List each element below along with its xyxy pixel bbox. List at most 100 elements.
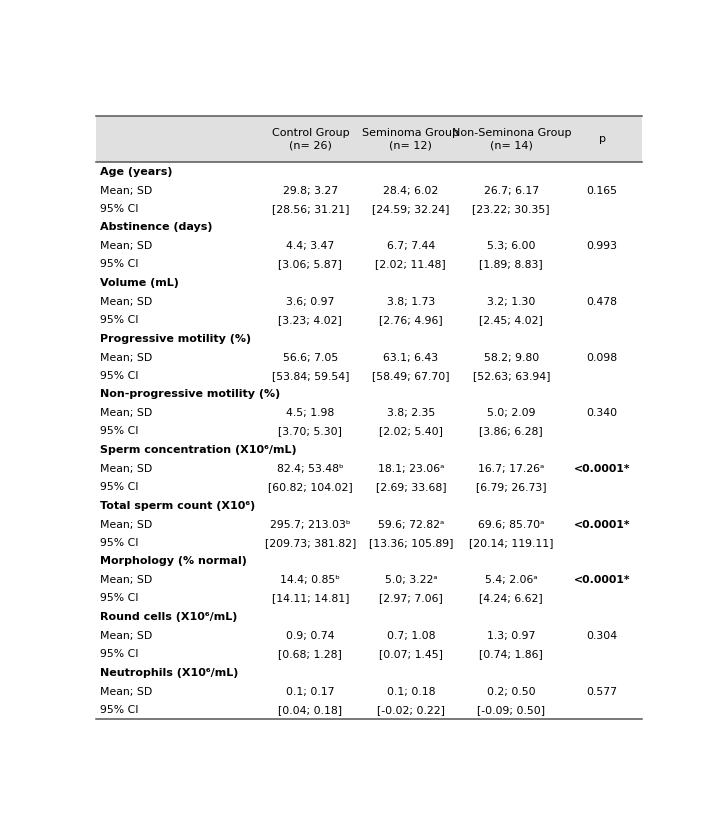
Text: [6.79; 26.73]: [6.79; 26.73] (476, 482, 546, 492)
Text: 0.340: 0.340 (587, 408, 618, 419)
Text: 0.304: 0.304 (587, 631, 618, 641)
Text: [1.89; 8.83]: [1.89; 8.83] (480, 259, 543, 269)
Text: Mean; SD: Mean; SD (100, 408, 153, 419)
Text: Mean; SD: Mean; SD (100, 686, 153, 697)
Text: 3.2; 1.30: 3.2; 1.30 (487, 297, 536, 307)
Text: 18.1; 23.06ᵃ: 18.1; 23.06ᵃ (378, 463, 444, 474)
Text: [2.02; 11.48]: [2.02; 11.48] (375, 259, 446, 269)
Text: 4.4; 3.47: 4.4; 3.47 (287, 242, 335, 251)
Text: <0.0001*: <0.0001* (574, 463, 631, 474)
Text: 95% CI: 95% CI (100, 593, 138, 603)
Text: [14.11; 14.81]: [14.11; 14.81] (271, 593, 349, 603)
Text: 95% CI: 95% CI (100, 705, 138, 715)
Text: Mean; SD: Mean; SD (100, 520, 153, 530)
Text: 295.7; 213.03ᵇ: 295.7; 213.03ᵇ (270, 520, 351, 530)
Text: [2.02; 5.40]: [2.02; 5.40] (379, 426, 443, 437)
Text: [3.86; 6.28]: [3.86; 6.28] (480, 426, 543, 437)
Text: Progressive motility (%): Progressive motility (%) (100, 334, 251, 344)
Text: [0.07; 1.45]: [0.07; 1.45] (379, 649, 443, 659)
Text: [2.97; 7.06]: [2.97; 7.06] (379, 593, 443, 603)
Text: Neutrophils (X10⁶/mL): Neutrophils (X10⁶/mL) (100, 667, 238, 678)
Text: 5.0; 2.09: 5.0; 2.09 (487, 408, 536, 419)
Text: [2.69; 33.68]: [2.69; 33.68] (376, 482, 446, 492)
Text: [2.45; 4.02]: [2.45; 4.02] (480, 315, 543, 325)
Text: [28.56; 31.21]: [28.56; 31.21] (271, 204, 349, 214)
Text: [3.70; 5.30]: [3.70; 5.30] (279, 426, 343, 437)
Text: 56.6; 7.05: 56.6; 7.05 (283, 353, 338, 362)
Text: 6.7; 7.44: 6.7; 7.44 (387, 242, 435, 251)
Text: Mean; SD: Mean; SD (100, 463, 153, 474)
Text: [13.36; 105.89]: [13.36; 105.89] (369, 538, 453, 548)
Text: Round cells (X10⁶/mL): Round cells (X10⁶/mL) (100, 612, 238, 622)
Text: [23.22; 30.35]: [23.22; 30.35] (472, 204, 550, 214)
Text: 16.7; 17.26ᵃ: 16.7; 17.26ᵃ (478, 463, 544, 474)
Text: 0.098: 0.098 (587, 353, 618, 362)
Text: [4.24; 6.62]: [4.24; 6.62] (480, 593, 543, 603)
Text: Non-Seminona Group
(n= 14): Non-Seminona Group (n= 14) (451, 127, 571, 150)
Text: Mean; SD: Mean; SD (100, 297, 153, 307)
Text: 3.6; 0.97: 3.6; 0.97 (287, 297, 335, 307)
Text: 3.8; 1.73: 3.8; 1.73 (387, 297, 435, 307)
Text: 63.1; 6.43: 63.1; 6.43 (383, 353, 438, 362)
Text: 5.0; 3.22ᵃ: 5.0; 3.22ᵃ (384, 575, 437, 585)
Text: 95% CI: 95% CI (100, 370, 138, 381)
Text: [52.63; 63.94]: [52.63; 63.94] (472, 370, 550, 381)
Text: 0.1; 0.17: 0.1; 0.17 (286, 686, 335, 697)
Text: <0.0001*: <0.0001* (574, 520, 631, 530)
Text: 95% CI: 95% CI (100, 649, 138, 659)
Text: 58.2; 9.80: 58.2; 9.80 (484, 353, 539, 362)
Text: [24.59; 32.24]: [24.59; 32.24] (372, 204, 449, 214)
Text: 0.1; 0.18: 0.1; 0.18 (387, 686, 435, 697)
Text: Mean; SD: Mean; SD (100, 575, 153, 585)
Text: 0.2; 0.50: 0.2; 0.50 (487, 686, 536, 697)
Text: Seminoma Group
(n= 12): Seminoma Group (n= 12) (362, 127, 459, 150)
Text: Volume (mL): Volume (mL) (100, 278, 179, 288)
Text: [53.84; 59.54]: [53.84; 59.54] (271, 370, 349, 381)
Text: [20.14; 119.11]: [20.14; 119.11] (469, 538, 554, 548)
Text: 4.5; 1.98: 4.5; 1.98 (287, 408, 335, 419)
Text: Mean; SD: Mean; SD (100, 185, 153, 196)
Text: Mean; SD: Mean; SD (100, 631, 153, 641)
Text: 5.3; 6.00: 5.3; 6.00 (487, 242, 536, 251)
Text: [3.06; 5.87]: [3.06; 5.87] (279, 259, 342, 269)
Text: 28.4; 6.02: 28.4; 6.02 (383, 185, 438, 196)
Text: <0.0001*: <0.0001* (574, 575, 631, 585)
Text: [209.73; 381.82]: [209.73; 381.82] (265, 538, 356, 548)
Text: Sperm concentration (X10⁶/mL): Sperm concentration (X10⁶/mL) (100, 445, 297, 455)
Text: 5.4; 2.06ᵃ: 5.4; 2.06ᵃ (485, 575, 538, 585)
Text: 0.165: 0.165 (587, 185, 618, 196)
Text: 26.7; 6.17: 26.7; 6.17 (484, 185, 539, 196)
Text: Morphology (% normal): Morphology (% normal) (100, 557, 247, 566)
Text: 59.6; 72.82ᵃ: 59.6; 72.82ᵃ (378, 520, 444, 530)
Text: Mean; SD: Mean; SD (100, 353, 153, 362)
Text: 95% CI: 95% CI (100, 259, 138, 269)
Text: 0.478: 0.478 (587, 297, 618, 307)
Text: [3.23; 4.02]: [3.23; 4.02] (279, 315, 342, 325)
Text: Age (years): Age (years) (100, 166, 173, 177)
Text: 0.9; 0.74: 0.9; 0.74 (286, 631, 335, 641)
Text: 3.8; 2.35: 3.8; 2.35 (387, 408, 435, 419)
Text: 0.993: 0.993 (587, 242, 618, 251)
Text: 95% CI: 95% CI (100, 482, 138, 492)
Text: 0.577: 0.577 (587, 686, 618, 697)
Text: Control Group
(n= 26): Control Group (n= 26) (271, 127, 349, 150)
Text: 95% CI: 95% CI (100, 538, 138, 548)
Text: [0.04; 0.18]: [0.04; 0.18] (279, 705, 343, 715)
Text: 14.4; 0.85ᵇ: 14.4; 0.85ᵇ (281, 575, 341, 585)
Text: 95% CI: 95% CI (100, 204, 138, 214)
Text: 29.8; 3.27: 29.8; 3.27 (283, 185, 338, 196)
Text: 0.7; 1.08: 0.7; 1.08 (387, 631, 435, 641)
Text: [0.68; 1.28]: [0.68; 1.28] (279, 649, 342, 659)
Text: p: p (599, 134, 606, 144)
Text: 95% CI: 95% CI (100, 426, 138, 437)
Text: 82.4; 53.48ᵇ: 82.4; 53.48ᵇ (277, 463, 343, 474)
Text: Total sperm count (X10⁶): Total sperm count (X10⁶) (100, 501, 256, 511)
Text: 1.3; 0.97: 1.3; 0.97 (487, 631, 536, 641)
Text: 95% CI: 95% CI (100, 315, 138, 325)
Bar (96, 116, 642, 162)
Text: [-0.09; 0.50]: [-0.09; 0.50] (477, 705, 545, 715)
Text: [0.74; 1.86]: [0.74; 1.86] (480, 649, 543, 659)
Text: 69.6; 85.70ᵃ: 69.6; 85.70ᵃ (478, 520, 544, 530)
Text: Abstinence (days): Abstinence (days) (100, 223, 212, 233)
Text: [58.49; 67.70]: [58.49; 67.70] (372, 370, 450, 381)
